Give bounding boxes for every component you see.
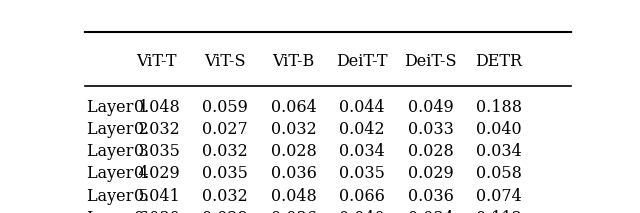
Text: 0.032: 0.032	[134, 121, 180, 138]
Text: 0.034: 0.034	[476, 143, 522, 160]
Text: 0.059: 0.059	[202, 99, 248, 116]
Text: 0.035: 0.035	[339, 166, 385, 183]
Text: 0.048: 0.048	[134, 99, 180, 116]
Text: ViT-T: ViT-T	[136, 53, 177, 70]
Text: 0.112: 0.112	[476, 210, 522, 213]
Text: 0.034: 0.034	[339, 143, 385, 160]
Text: Layer 5: Layer 5	[88, 188, 149, 205]
Text: 0.032: 0.032	[202, 143, 248, 160]
Text: Layer 6: Layer 6	[88, 210, 149, 213]
Text: Layer 2: Layer 2	[88, 121, 149, 138]
Text: 0.033: 0.033	[408, 121, 454, 138]
Text: 0.064: 0.064	[271, 99, 317, 116]
Text: 0.036: 0.036	[408, 188, 454, 205]
Text: 0.028: 0.028	[271, 143, 317, 160]
Text: Layer 1: Layer 1	[88, 99, 149, 116]
Text: 0.036: 0.036	[271, 210, 317, 213]
Text: 0.035: 0.035	[134, 143, 180, 160]
Text: 0.029: 0.029	[408, 166, 454, 183]
Text: 0.029: 0.029	[134, 166, 180, 183]
Text: ViT-B: ViT-B	[273, 53, 315, 70]
Text: DeiT-S: DeiT-S	[404, 53, 457, 70]
Text: 0.028: 0.028	[408, 143, 454, 160]
Text: 0.040: 0.040	[476, 121, 522, 138]
Text: Layer 4: Layer 4	[88, 166, 149, 183]
Text: 0.035: 0.035	[202, 166, 248, 183]
Text: 0.066: 0.066	[339, 188, 385, 205]
Text: 0.034: 0.034	[408, 210, 454, 213]
Text: 0.030: 0.030	[134, 210, 180, 213]
Text: 0.048: 0.048	[271, 188, 317, 205]
Text: 0.188: 0.188	[476, 99, 522, 116]
Text: 0.044: 0.044	[339, 99, 385, 116]
Text: 0.027: 0.027	[202, 121, 248, 138]
Text: 0.040: 0.040	[339, 210, 385, 213]
Text: 0.032: 0.032	[271, 121, 317, 138]
Text: 0.042: 0.042	[339, 121, 385, 138]
Text: ViT-S: ViT-S	[205, 53, 246, 70]
Text: 0.041: 0.041	[134, 188, 180, 205]
Text: DeiT-T: DeiT-T	[337, 53, 388, 70]
Text: 0.032: 0.032	[202, 188, 248, 205]
Text: DETR: DETR	[476, 53, 523, 70]
Text: 0.058: 0.058	[476, 166, 522, 183]
Text: 0.036: 0.036	[271, 166, 317, 183]
Text: 0.029: 0.029	[202, 210, 248, 213]
Text: 0.049: 0.049	[408, 99, 454, 116]
Text: 0.074: 0.074	[476, 188, 522, 205]
Text: Layer 3: Layer 3	[88, 143, 149, 160]
